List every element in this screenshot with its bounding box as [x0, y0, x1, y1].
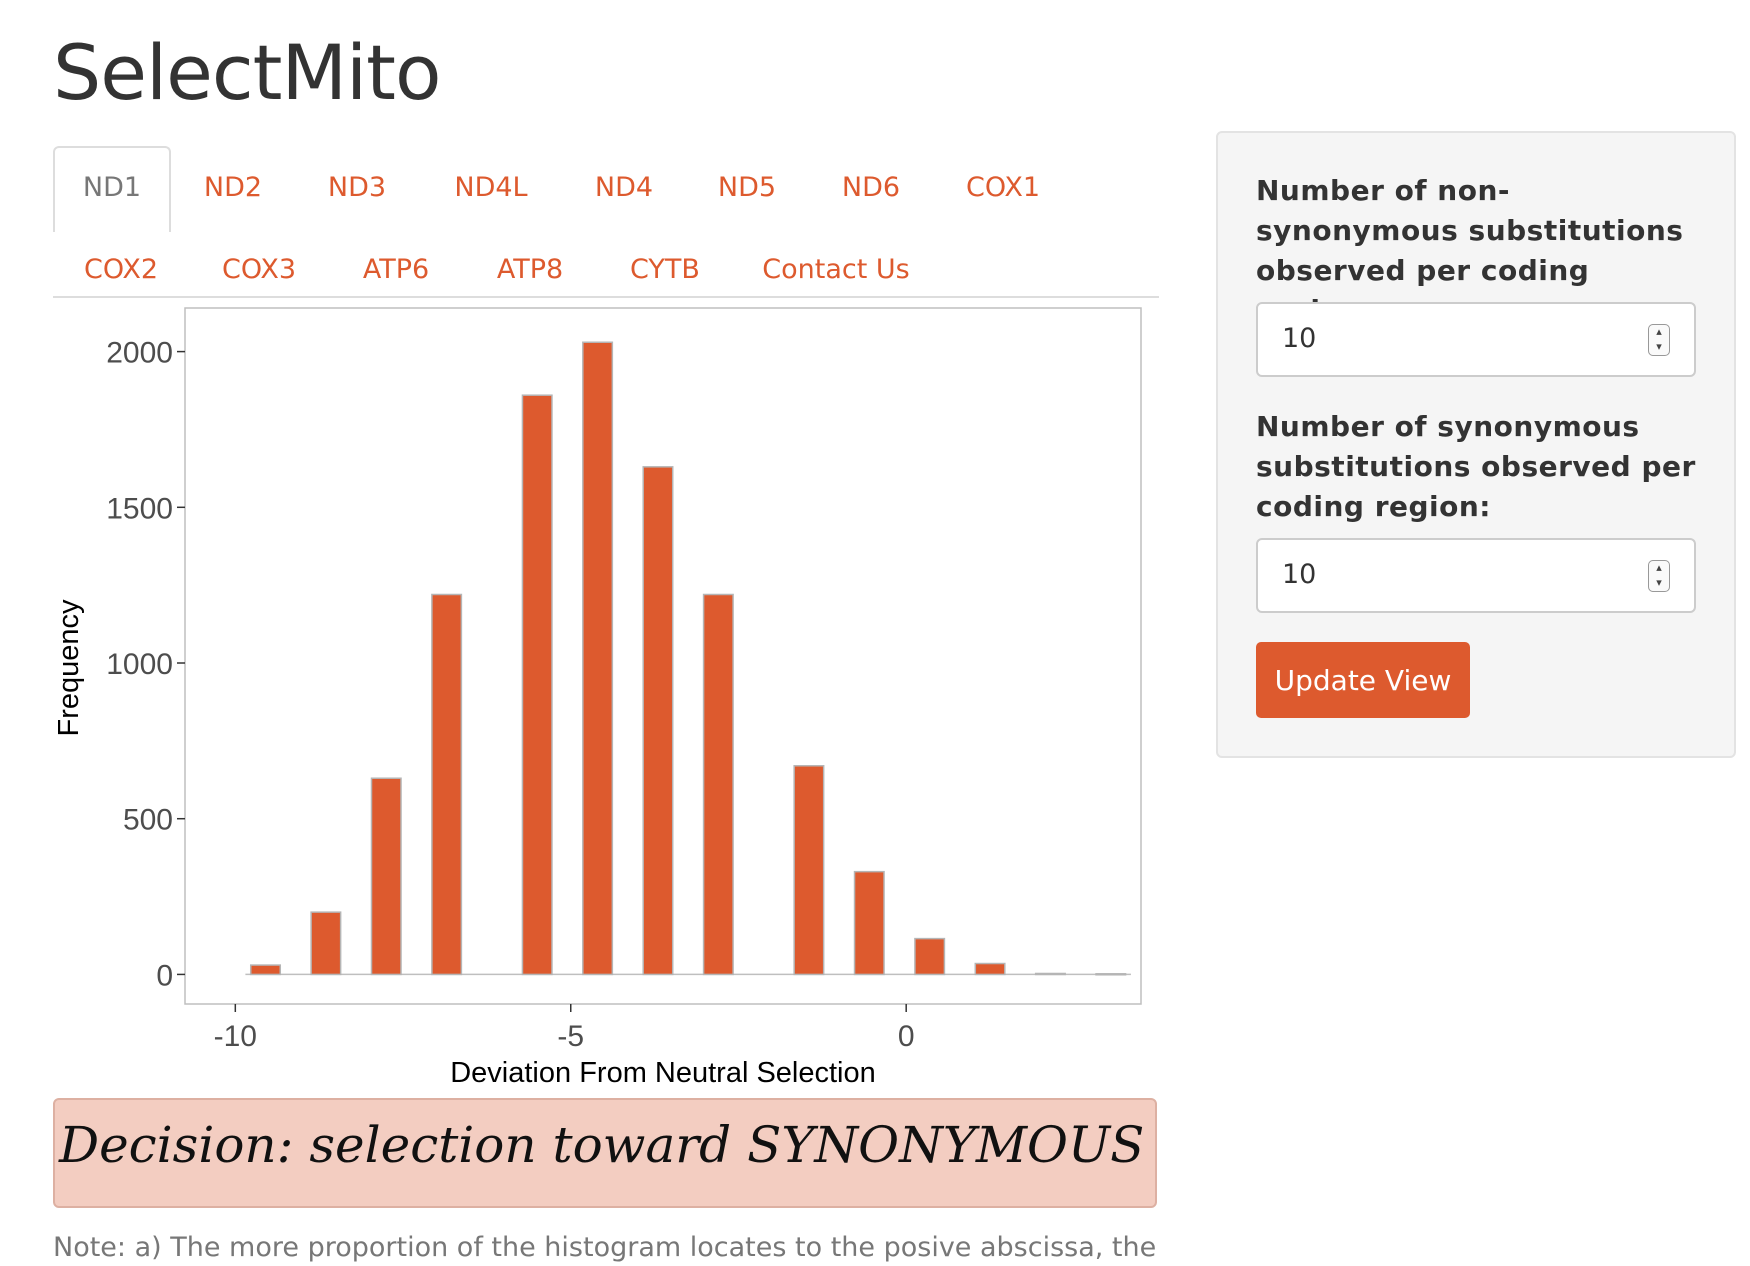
tab-nd5[interactable]: ND5	[717, 172, 777, 203]
histogram-bar	[249, 964, 282, 976]
tab-cox2[interactable]: COX2	[83, 254, 159, 285]
decision-banner: Decision: selection toward SYNONYMOUS su…	[53, 1098, 1157, 1208]
update-view-button[interactable]: Update View	[1256, 642, 1470, 718]
x-tick-label: -10	[214, 1020, 257, 1053]
histogram-bar	[370, 777, 402, 976]
syn-stepper[interactable]: ▴ ▾	[1648, 560, 1670, 592]
tab-nd3[interactable]: ND3	[327, 172, 387, 203]
decision-text: Decision: selection toward SYNONYMOUS su…	[59, 1116, 1155, 1174]
x-axis-label: Deviation From Neutral Selection	[450, 1057, 876, 1089]
syn-value: 10	[1282, 559, 1317, 590]
y-tick-label: 0	[156, 959, 173, 992]
chevron-down-icon[interactable]: ▾	[1656, 576, 1662, 589]
histogram-chart: 0 500 1000 1500 2000 -10 -5 0 Deviation From Neu…	[53, 300, 1159, 1100]
tab-atp6[interactable]: ATP6	[362, 254, 430, 285]
histogram-bar	[582, 341, 614, 976]
histogram-bar	[1034, 972, 1066, 976]
syn-label: Number of synonymous substitutions obser…	[1256, 410, 1696, 523]
tab-cox3[interactable]: COX3	[221, 254, 297, 285]
histogram-bar	[793, 765, 825, 976]
nonsyn-value: 10	[1282, 323, 1317, 354]
tab-cytb[interactable]: CYTB	[630, 254, 700, 285]
tab-nd6[interactable]: ND6	[841, 172, 901, 203]
histogram-bar	[310, 911, 342, 976]
tab-contact-us[interactable]: Contact Us	[762, 254, 910, 285]
histogram-bar	[974, 962, 1006, 976]
tab-atp8[interactable]: ATP8	[496, 254, 564, 285]
chevron-up-icon[interactable]: ▴	[1656, 325, 1662, 338]
tab-nd4[interactable]: ND4	[594, 172, 654, 203]
histogram-bar	[853, 870, 885, 976]
y-tick-label: 2000	[106, 337, 173, 370]
app-title: SelectMito	[53, 28, 441, 117]
nonsyn-input[interactable]: 10 ▴ ▾	[1256, 302, 1696, 377]
histogram-bar	[1095, 973, 1127, 976]
syn-input[interactable]: 10 ▴ ▾	[1256, 538, 1696, 613]
y-tick-label: 1500	[106, 492, 173, 525]
y-tick-label: 500	[123, 804, 173, 837]
chevron-down-icon[interactable]: ▾	[1656, 340, 1662, 353]
note-text: Note: a) The more proportion of the hist…	[53, 1232, 1163, 1263]
tab-cox1[interactable]: COX1	[965, 172, 1041, 203]
tab-nd2[interactable]: ND2	[203, 172, 263, 203]
gene-tabs: ND1 ND2 ND3 ND4L ND4 ND5 ND6 COX1 COX2 C…	[53, 130, 1159, 298]
tab-nd4l[interactable]: ND4L	[454, 172, 528, 203]
y-axis-label: Frequency	[53, 599, 85, 737]
histogram-bar	[431, 593, 463, 976]
chevron-up-icon[interactable]: ▴	[1656, 561, 1662, 574]
y-tick-label: 1000	[106, 648, 173, 681]
x-tick-label: -5	[557, 1020, 584, 1053]
tab-nd1[interactable]: ND1	[53, 146, 171, 232]
nonsyn-stepper[interactable]: ▴ ▾	[1648, 324, 1670, 356]
sidebar-panel: Number of non-synonymous substitutions o…	[1216, 131, 1736, 758]
histogram-bar	[642, 466, 674, 976]
histogram-bar	[521, 394, 553, 976]
x-tick-label: 0	[898, 1020, 915, 1053]
histogram-bar	[914, 937, 946, 976]
histogram-bar	[702, 593, 734, 976]
histogram-svg: 0 500 1000 1500 2000 -10 -5 0 Deviation From Neu…	[53, 307, 1142, 1089]
